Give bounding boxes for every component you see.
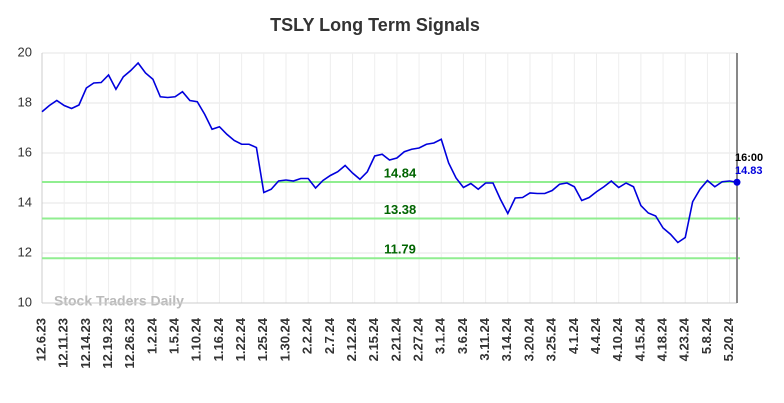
x-tick-label: 2.15.24 bbox=[366, 317, 381, 361]
level-label: 13.38 bbox=[384, 202, 417, 217]
x-tick-label: 3.6.24 bbox=[455, 317, 470, 354]
x-tick-label: 4.10.24 bbox=[610, 317, 625, 361]
x-tick-label: 1.10.24 bbox=[189, 317, 204, 361]
last-time: 16:00 bbox=[735, 152, 763, 164]
x-tick-label: 4.4.24 bbox=[588, 317, 603, 354]
x-tick-label: 2.12.24 bbox=[344, 317, 359, 361]
y-tick-label: 10 bbox=[18, 294, 32, 309]
y-tick-label: 16 bbox=[18, 144, 32, 159]
x-tick-label: 4.23.24 bbox=[677, 317, 692, 361]
x-tick-label: 1.16.24 bbox=[211, 317, 226, 361]
x-tick-label: 3.14.24 bbox=[499, 317, 514, 361]
x-tick-label: 12.26.23 bbox=[122, 318, 137, 369]
price-line bbox=[41, 61, 738, 244]
x-tick-label: 12.19.23 bbox=[100, 318, 115, 369]
x-tick-label: 12.14.23 bbox=[78, 318, 93, 369]
x-tick-label: 2.27.24 bbox=[411, 317, 426, 361]
level-label: 11.79 bbox=[384, 242, 416, 257]
x-tick-label: 2.21.24 bbox=[388, 317, 403, 361]
x-tick-label: 1.30.24 bbox=[277, 317, 292, 361]
x-tick-label: 4.15.24 bbox=[632, 317, 647, 361]
level-label: 14.84 bbox=[384, 165, 417, 180]
x-tick-label: 2.2.24 bbox=[300, 317, 315, 354]
x-tick-label: 3.20.24 bbox=[521, 317, 536, 361]
x-tick-label: 3.11.24 bbox=[477, 317, 492, 360]
x-tick-label: 1.25.24 bbox=[255, 317, 270, 361]
y-tick-label: 14 bbox=[18, 194, 32, 209]
x-tick-label: 1.5.24 bbox=[167, 317, 182, 354]
x-tick-label: 2.7.24 bbox=[322, 317, 337, 354]
x-tick-label: 4.1.24 bbox=[566, 317, 581, 354]
watermark: Stock Traders Daily bbox=[54, 293, 184, 309]
y-tick-label: 18 bbox=[18, 94, 32, 109]
x-tick-label: 5.20.24 bbox=[721, 317, 736, 361]
x-tick-label: 1.22.24 bbox=[233, 317, 248, 361]
x-tick-label: 5.8.24 bbox=[699, 317, 714, 354]
chart-title: TSLY Long Term Signals bbox=[270, 15, 480, 35]
x-tick-label: 1.2.24 bbox=[144, 317, 159, 354]
last-value: 14.83 bbox=[735, 165, 763, 177]
x-tick-label: 12.6.23 bbox=[33, 318, 48, 361]
x-tick-label: 12.11.23 bbox=[56, 318, 71, 368]
y-tick-label: 12 bbox=[18, 244, 32, 259]
x-tick-label: 4.18.24 bbox=[655, 317, 670, 361]
x-tick-label: 3.25.24 bbox=[544, 317, 559, 361]
last-point bbox=[733, 178, 741, 186]
y-tick-label: 20 bbox=[18, 44, 32, 59]
x-tick-label: 3.1.24 bbox=[433, 317, 448, 354]
